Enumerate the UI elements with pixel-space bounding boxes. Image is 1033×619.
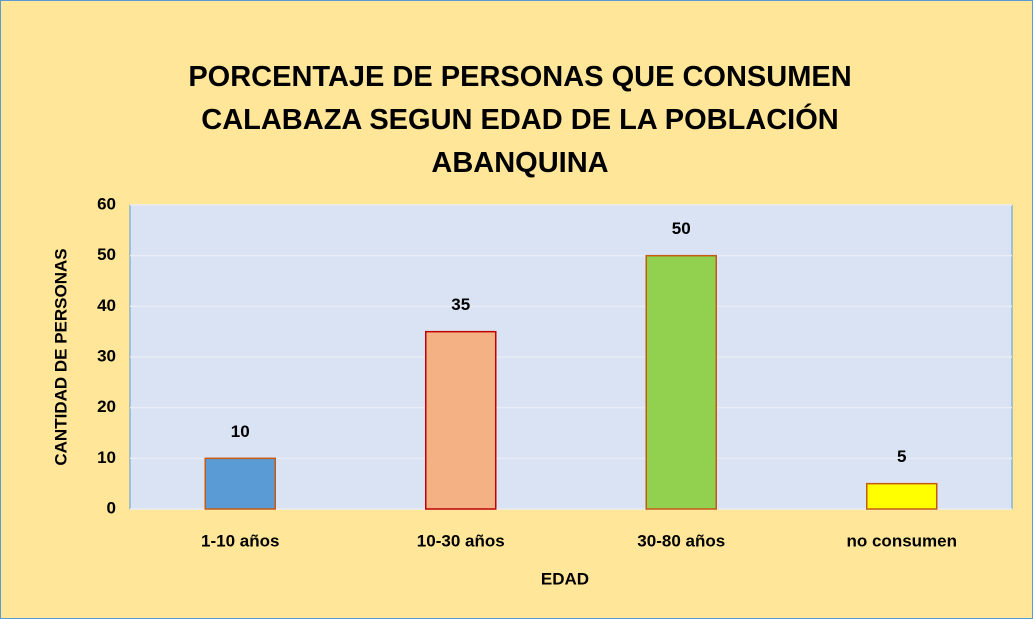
data-label: 35 <box>451 295 470 314</box>
data-label: 50 <box>672 219 691 238</box>
y-tick-label: 0 <box>107 498 116 517</box>
chart-title: PORCENTAJE DE PERSONAS QUE CONSUMEN CALA… <box>188 61 852 179</box>
bar <box>645 254 717 510</box>
bar <box>425 330 497 510</box>
x-axis-label: EDAD <box>541 569 589 588</box>
bar <box>204 457 276 510</box>
x-tick-label: 10-30 años <box>417 531 505 550</box>
y-tick-label: 40 <box>97 296 116 315</box>
data-label: 10 <box>231 422 250 441</box>
y-tick-label: 30 <box>97 346 116 365</box>
data-label: 5 <box>897 447 906 466</box>
y-tick-label: 20 <box>97 397 116 416</box>
x-tick-label: no consumen <box>846 531 957 550</box>
y-axis-label: CANTIDAD DE PERSONAS <box>51 248 70 465</box>
y-tick-label: 50 <box>97 245 116 264</box>
x-tick-label: 1-10 años <box>201 531 279 550</box>
y-tick-label: 60 <box>97 194 116 213</box>
x-tick-label: 30-80 años <box>637 531 725 550</box>
bar <box>866 482 938 510</box>
y-tick-label: 10 <box>97 448 116 467</box>
